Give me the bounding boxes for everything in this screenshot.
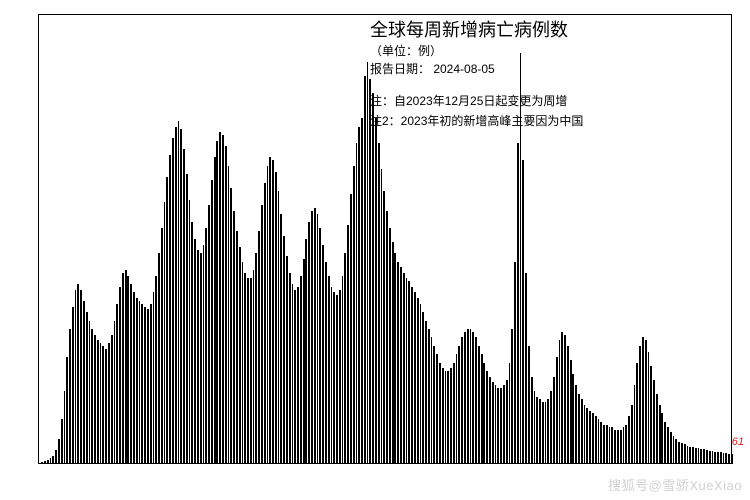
chart-note-2: 注2：2023年初的新增高峰主要因为中国 (370, 112, 583, 129)
chart-unit: （单位：例） (370, 42, 442, 59)
y-axis (38, 14, 39, 464)
watermark: 搜狐号@雪骄XueXiao (608, 475, 742, 494)
plot-area (38, 14, 732, 464)
report-date: 报告日期： 2024-08-05 (370, 60, 495, 77)
last-value-label: 61 (732, 436, 744, 448)
chart-note-1: 注：自2023年12月25日起变更为周增 (370, 92, 567, 109)
top-axis (38, 14, 732, 15)
chart-title: 全球每周新增病亡病例数 (370, 16, 568, 42)
x-axis (38, 463, 732, 464)
bar-series (38, 14, 732, 464)
chart-container: 全球每周新增病亡病例数 （单位：例） 报告日期： 2024-08-05 注：自2… (0, 0, 750, 500)
right-axis (731, 14, 732, 464)
